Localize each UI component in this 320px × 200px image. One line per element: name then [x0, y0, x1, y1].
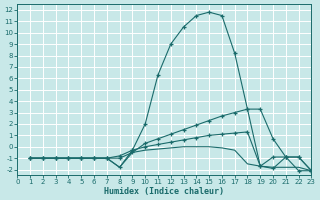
X-axis label: Humidex (Indice chaleur): Humidex (Indice chaleur) — [104, 187, 224, 196]
